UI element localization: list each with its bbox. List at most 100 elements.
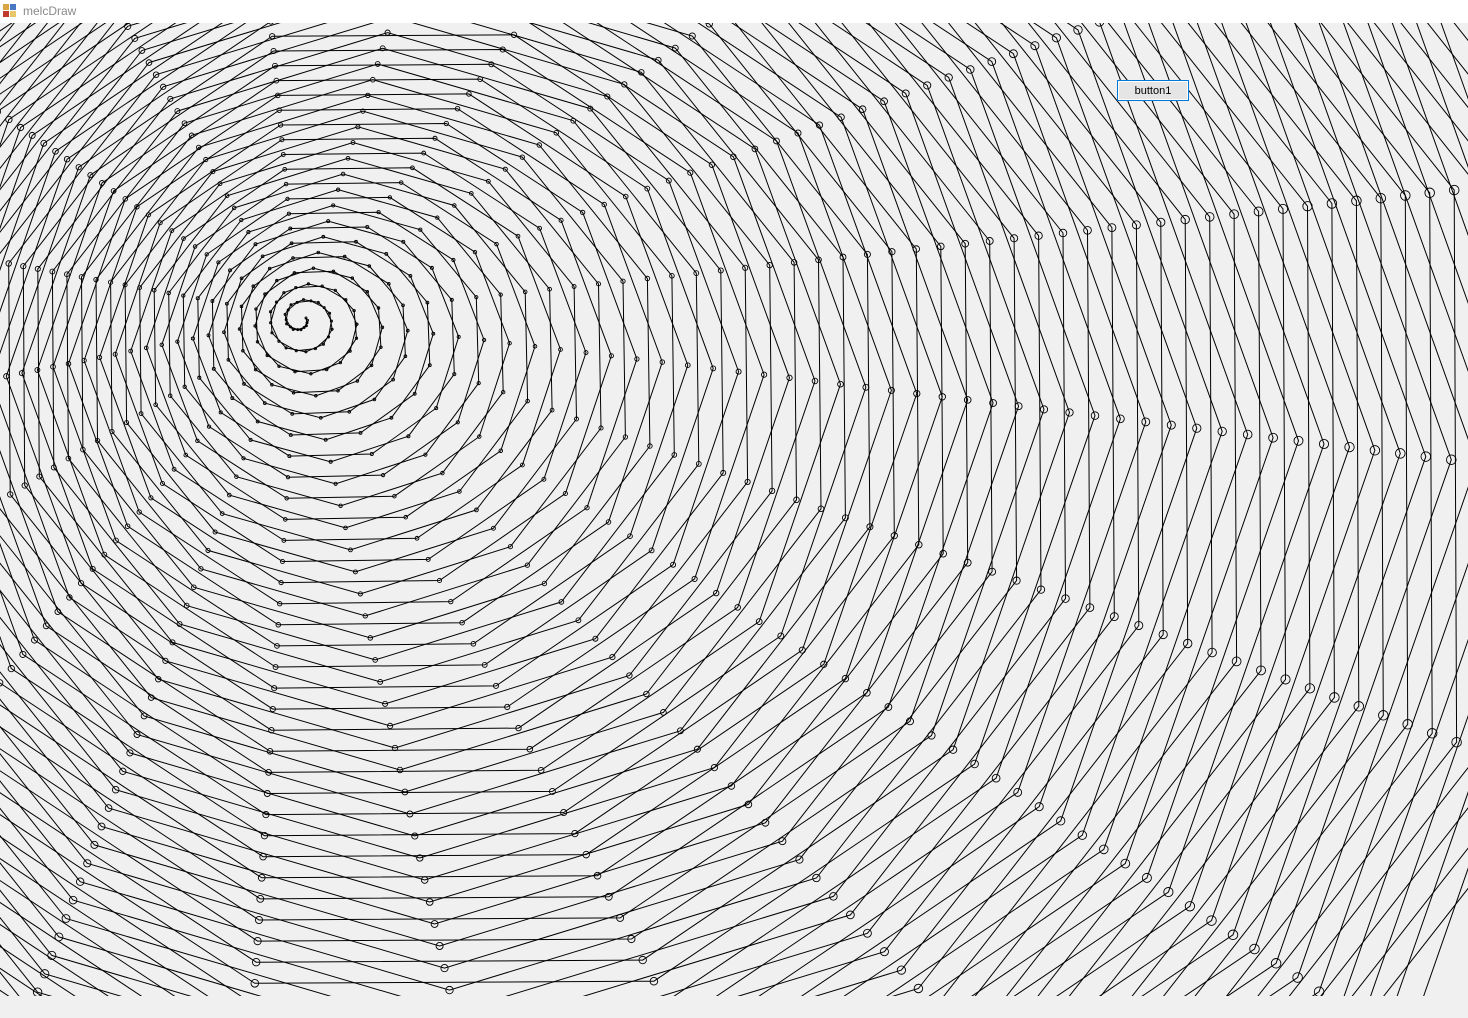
spiral-vertex-marker bbox=[604, 892, 613, 901]
spiral-vertex-marker bbox=[239, 276, 244, 281]
spiral-vertex-marker bbox=[418, 227, 423, 232]
spiral-vertex-marker bbox=[159, 342, 165, 348]
spiral-vertex-marker bbox=[358, 430, 363, 435]
spiral-vertex-marker bbox=[136, 509, 142, 515]
spiral-vertex-marker bbox=[252, 958, 261, 967]
spiral-vertex-marker bbox=[1166, 420, 1176, 430]
spiral-vertex-marker bbox=[198, 566, 204, 572]
spiral-vertex-marker bbox=[961, 239, 970, 248]
spiral-vertex-marker bbox=[269, 321, 273, 325]
spiral-vertex-marker bbox=[560, 808, 568, 817]
spiral-vertex-marker bbox=[837, 380, 844, 388]
spiral-vertex-marker bbox=[558, 599, 565, 605]
spiral-vertex-marker bbox=[160, 481, 165, 486]
spiral-vertex-marker bbox=[913, 983, 924, 994]
spiral-vertex-marker bbox=[384, 29, 391, 36]
spiral-vertex-marker bbox=[1292, 972, 1303, 983]
spiral-vertex-marker bbox=[211, 366, 216, 371]
spiral-vertex-marker bbox=[124, 420, 130, 426]
spiral-vertex-marker bbox=[278, 122, 284, 128]
spiral-vertex-marker bbox=[87, 172, 94, 179]
spiral-vertex-marker bbox=[379, 345, 383, 349]
spiral-vertex-marker bbox=[291, 391, 296, 395]
spiral-vertex-marker bbox=[863, 250, 871, 258]
spiral-vertex-marker bbox=[638, 955, 647, 965]
spiral-vertex-marker bbox=[1056, 816, 1066, 826]
spiral-vertex-marker bbox=[665, 177, 672, 184]
spiral-vertex-marker bbox=[376, 210, 381, 215]
spiral-vertex-marker bbox=[304, 350, 308, 354]
spiral-vertex-marker bbox=[143, 345, 149, 351]
spiral-vertex-marker bbox=[812, 873, 821, 883]
spiral-vertex-marker bbox=[20, 263, 27, 270]
spiral-vertex-marker bbox=[285, 196, 290, 202]
spiral-vertex-marker bbox=[768, 487, 776, 495]
drawing-canvas[interactable] bbox=[0, 23, 1468, 996]
spiral-vertex-marker bbox=[286, 211, 291, 216]
spiral-vertex-marker bbox=[166, 290, 171, 296]
spiral-vertex-marker bbox=[583, 350, 589, 356]
spiral-vertex-marker bbox=[7, 664, 15, 673]
spiral-vertex-marker bbox=[587, 105, 594, 112]
spiral-vertex-marker bbox=[212, 529, 218, 535]
spiral-vertex-marker bbox=[593, 871, 602, 880]
spiral-vertex-marker bbox=[634, 356, 640, 362]
spiral-vertex-marker bbox=[342, 254, 347, 259]
spiral-vertex-marker bbox=[727, 782, 736, 790]
spiral-vertex-marker bbox=[104, 804, 113, 812]
spiral-vertex-marker bbox=[755, 618, 763, 625]
spiral-vertex-marker bbox=[237, 327, 242, 331]
spiral-vertex-marker bbox=[880, 97, 888, 106]
spiral-vertex-marker bbox=[717, 267, 724, 274]
spiral-vertex-marker bbox=[68, 895, 78, 905]
spiral-vertex-marker bbox=[829, 892, 838, 901]
spiral-vertex-marker bbox=[435, 215, 440, 220]
spiral-vertex-marker bbox=[348, 547, 353, 553]
spiral-vertex-marker bbox=[449, 297, 454, 302]
spiral-vertex-marker bbox=[601, 201, 607, 208]
spiral-vertex-marker bbox=[1183, 638, 1193, 649]
spiral-vertex-marker bbox=[485, 178, 491, 184]
spiral-vertex-marker bbox=[272, 664, 279, 670]
spiral-vertex-marker bbox=[271, 685, 278, 692]
spiral-vertex-marker bbox=[174, 108, 181, 115]
spiral-vertex-marker bbox=[440, 470, 445, 476]
spiral-vertex-marker bbox=[1014, 402, 1023, 411]
spiral-vertex-marker bbox=[966, 65, 975, 74]
spiral-vertex-marker bbox=[269, 310, 273, 314]
spiral-vertex-marker bbox=[1227, 929, 1239, 941]
spiral-vertex-marker bbox=[501, 389, 506, 395]
spiral-vertex-marker bbox=[504, 703, 511, 711]
spiral-vertex-marker bbox=[939, 549, 947, 558]
spiral-vertex-marker bbox=[923, 81, 932, 90]
spiral-vertex-marker bbox=[241, 349, 245, 353]
spiral-vertex-marker bbox=[644, 275, 651, 282]
spiral-vertex-marker bbox=[915, 541, 923, 549]
spiral-vertex-marker bbox=[182, 384, 187, 389]
spiral-vertex-marker bbox=[896, 965, 907, 975]
spiral-vertex-marker bbox=[693, 745, 701, 753]
spiral-vertex-marker bbox=[405, 328, 410, 333]
spiral-vertex-marker bbox=[122, 196, 129, 202]
spiral-vertex-marker bbox=[598, 425, 604, 431]
spiral-vertex-marker bbox=[40, 139, 48, 147]
spiral-vertex-marker bbox=[124, 523, 131, 529]
spiral-vertex-marker bbox=[219, 511, 225, 516]
spiral-vertex-marker bbox=[169, 639, 176, 646]
spiral-vertex-marker bbox=[241, 456, 246, 461]
spiral-vertex-marker bbox=[239, 304, 244, 309]
spiral-vertex-marker bbox=[176, 621, 183, 627]
spiral-vertex-marker bbox=[301, 298, 306, 302]
spiral-vertex-marker bbox=[455, 420, 460, 425]
spiral-vertex-marker bbox=[710, 763, 719, 772]
spiral-vertex-marker bbox=[1318, 438, 1330, 450]
button1[interactable]: button1 bbox=[1117, 80, 1189, 101]
spiral-vertex-marker bbox=[890, 532, 898, 540]
spiral-vertex-marker bbox=[266, 748, 274, 755]
spiral-vertex-marker bbox=[987, 57, 997, 66]
spiral-vertex-marker bbox=[302, 326, 306, 329]
spiral-vertex-marker bbox=[42, 622, 50, 630]
spiral-vertex-marker bbox=[291, 328, 295, 331]
spiral-vertex-marker bbox=[269, 33, 276, 40]
spiral-vertex-marker bbox=[1083, 225, 1092, 235]
